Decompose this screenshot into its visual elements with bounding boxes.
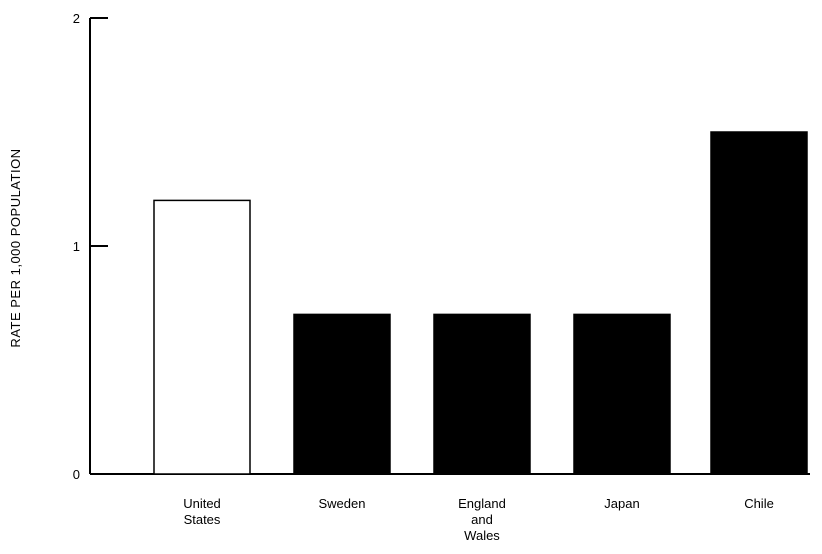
x-category-label: Japan (604, 496, 639, 511)
y-axis: 0 1 2 (73, 11, 108, 482)
x-category-label: Chile (744, 496, 774, 511)
y-tick-label: 1 (73, 239, 80, 254)
x-category-label: United States (183, 496, 221, 527)
y-tick-label: 2 (73, 11, 80, 26)
y-tick-label: 0 (73, 467, 80, 482)
bars (153, 131, 808, 475)
bar (433, 313, 531, 475)
x-category-label: England and Wales (458, 496, 506, 543)
bar (153, 199, 251, 475)
y-axis-title: RATE PER 1,000 POPULATION (8, 148, 23, 347)
category-labels: United States Sweden England and Wales Japan Ch… (183, 496, 774, 543)
bar (710, 131, 808, 475)
bar (293, 313, 391, 475)
x-category-label: Sweden (319, 496, 366, 511)
bar (573, 313, 671, 475)
